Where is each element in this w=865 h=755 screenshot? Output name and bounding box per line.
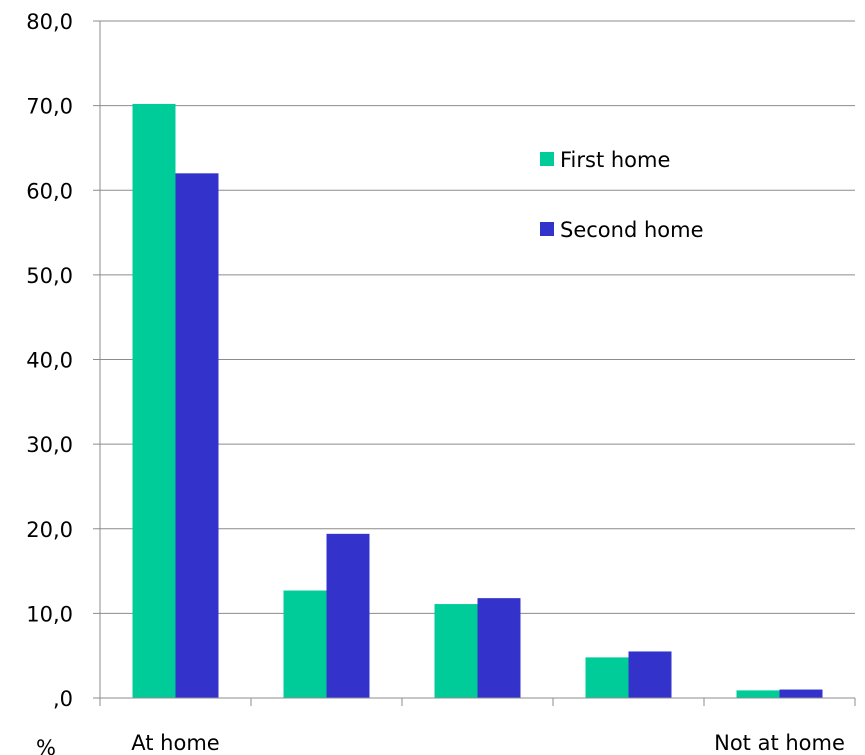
bar-first-home (132, 103, 176, 699)
bar-first-home (736, 690, 780, 698)
y-tick-label: 20,0 (26, 518, 73, 542)
legend-swatch-second-home (540, 222, 554, 236)
bars (132, 103, 823, 699)
y-tick-label: 80,0 (26, 10, 73, 34)
y-tick-label: ,0 (53, 687, 73, 711)
legend: First home Second home (540, 148, 704, 242)
legend-label-first-home: First home (560, 148, 670, 172)
x-tick-label: At home (131, 731, 219, 755)
bar-second-home (628, 651, 672, 698)
y-tick-label: 50,0 (26, 264, 73, 288)
gridlines (93, 20, 855, 699)
y-tick-label: 60,0 (26, 179, 73, 203)
bar-second-home (175, 173, 219, 698)
bar-second-home (779, 689, 823, 698)
bar-first-home (585, 657, 629, 698)
y-tick-label: 30,0 (26, 433, 73, 457)
y-tick-label: 10,0 (26, 602, 73, 626)
y-tick-label: 70,0 (26, 95, 73, 119)
bar-second-home (326, 533, 370, 698)
legend-label-second-home: Second home (560, 218, 704, 242)
bar-second-home (477, 598, 521, 698)
y-tick-label: 40,0 (26, 349, 73, 373)
y-axis-label: % (36, 736, 56, 755)
y-tick-labels: ,0 10,0 20,0 30,0 40,0 50,0 60,0 70,0 80,0 (26, 10, 73, 711)
bar-first-home (434, 604, 478, 698)
legend-swatch-first-home (540, 152, 554, 166)
bar-first-home (283, 590, 327, 698)
axes (99, 21, 856, 706)
x-tick-label: Not at home (714, 731, 845, 755)
x-tick-labels: At home Not at home (131, 731, 845, 755)
